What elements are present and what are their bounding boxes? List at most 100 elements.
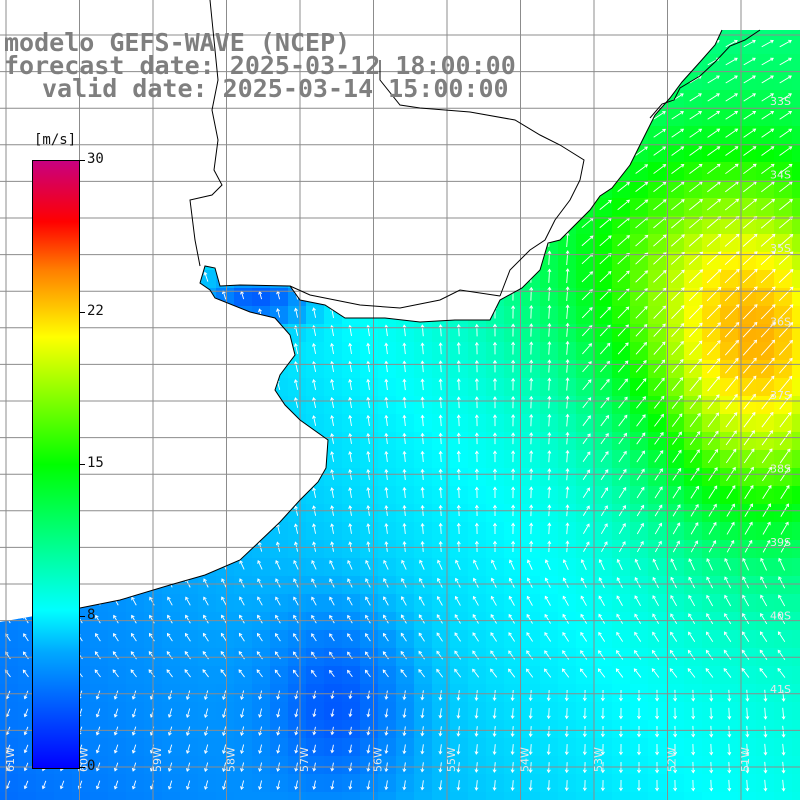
wind-arrow [653, 305, 667, 319]
wind-arrow [707, 93, 720, 102]
wind-arrow [707, 394, 720, 410]
wind-arrow [492, 143, 497, 157]
wind-cell [540, 0, 559, 19]
wind-cell [792, 198, 800, 217]
wind-cell [486, 792, 505, 800]
wind-arrow [547, 395, 552, 409]
wind-cell [126, 504, 145, 523]
wind-arrow [439, 1, 442, 13]
wind-arrow [456, 233, 461, 247]
wind-cell [342, 216, 361, 235]
wind-arrow [529, 35, 534, 49]
wind-arrow [385, 1, 388, 12]
wind-arrow [330, 415, 335, 426]
wind-cell [108, 144, 127, 163]
wind-cell [360, 108, 379, 127]
wind-cell [306, 144, 325, 163]
wind-cell [126, 198, 145, 217]
wind-cell [90, 324, 109, 343]
wind-arrow [511, 432, 516, 445]
wind-cell [540, 180, 559, 199]
wind-arrow [221, 308, 227, 318]
wind-arrow [438, 486, 443, 499]
wind-arrow [366, 108, 371, 121]
wind-cell [396, 0, 415, 19]
wind-arrow [185, 415, 191, 426]
wind-arrow [23, 578, 29, 588]
wind-cell [216, 396, 235, 415]
wind-arrow [492, 432, 497, 445]
wind-cell [108, 216, 127, 235]
wind-arrow [23, 272, 29, 282]
wind-arrow [293, 234, 299, 247]
wind-arrow [547, 71, 552, 85]
longitude-label: 55W [445, 747, 458, 772]
wind-arrow [257, 235, 263, 246]
wind-arrow [185, 523, 191, 534]
wind-arrow [221, 235, 227, 246]
wind-arrow [600, 487, 608, 499]
wind-arrow [293, 180, 299, 193]
wind-arrow [653, 323, 666, 337]
wind-arrow [221, 271, 227, 282]
wind-arrow [565, 395, 570, 409]
wind-cell [324, 216, 343, 235]
wind-cell [612, 90, 631, 109]
wind-cell [468, 30, 487, 37]
wind-arrow [113, 235, 119, 246]
wind-arrow [22, 164, 29, 174]
wind-arrow [438, 107, 443, 121]
wind-cell [540, 30, 559, 37]
wind-arrow [420, 360, 425, 373]
wind-arrow [565, 449, 570, 463]
wind-arrow [582, 433, 591, 445]
wind-cell [0, 468, 19, 487]
wind-arrow [617, 57, 630, 66]
wind-arrow [239, 469, 245, 480]
wind-arrow [706, 233, 722, 247]
wind-arrow [779, 448, 791, 464]
wind-cell [576, 108, 595, 127]
wind-arrow [23, 236, 29, 246]
wind-cell [360, 216, 379, 235]
wind-arrow [456, 342, 461, 355]
wind-arrow [221, 415, 227, 426]
wind-cell [504, 162, 523, 181]
wind-arrow [239, 126, 245, 139]
wind-cell [0, 108, 19, 127]
wind-arrow [653, 287, 667, 301]
wind-cell [792, 414, 800, 433]
wind-cell [396, 306, 415, 325]
wind-arrow [438, 378, 443, 391]
wind-arrow [725, 128, 739, 138]
wind-arrow [257, 108, 263, 121]
wind-arrow [617, 146, 630, 156]
wind-cell [90, 522, 109, 541]
wind-arrow [402, 180, 407, 193]
wind-cell [270, 504, 289, 523]
wind-cell [180, 504, 199, 523]
wind-arrow [257, 379, 263, 390]
wind-cell [792, 270, 800, 289]
wind-cell [684, 0, 703, 19]
wind-arrow [492, 450, 497, 463]
wind-arrow [348, 306, 353, 319]
wind-arrow [529, 450, 534, 463]
wind-arrow [653, 359, 666, 373]
wind-arrow [420, 342, 425, 355]
wind-cell [342, 234, 361, 253]
wind-arrow [618, 414, 628, 427]
wind-arrow [384, 414, 389, 427]
wind-arrow [257, 451, 263, 462]
wind-cell [360, 144, 379, 163]
wind-arrow [185, 487, 191, 498]
wind-cell [342, 198, 361, 217]
wind-arrow [778, 286, 794, 302]
wind-arrow [384, 342, 389, 355]
wind-cell [792, 36, 800, 55]
wind-arrow [330, 433, 335, 444]
wind-arrow [743, 93, 756, 102]
wind-cell [234, 270, 253, 289]
wind-arrow [511, 377, 516, 391]
wind-arrow [312, 342, 317, 354]
